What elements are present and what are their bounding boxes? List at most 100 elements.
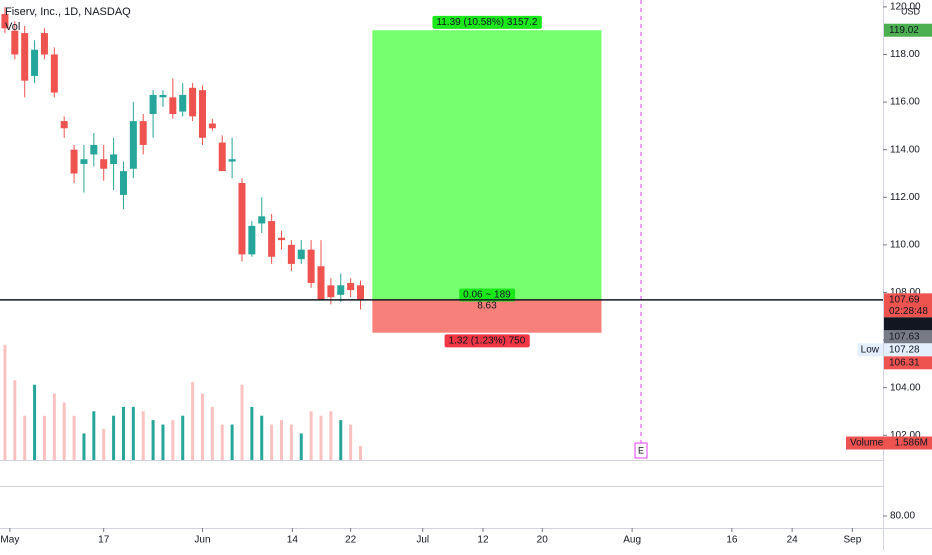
volume-bar xyxy=(23,415,27,460)
currency: USD xyxy=(901,6,921,16)
volume-bar xyxy=(121,406,125,460)
candle-body xyxy=(287,244,295,264)
candle-body xyxy=(357,285,365,300)
volume-bar xyxy=(131,406,135,460)
volume-bar xyxy=(319,415,323,460)
x-tick-label: Aug xyxy=(623,535,641,546)
price-tag: 106.31 xyxy=(889,357,920,368)
volume-bar xyxy=(52,393,56,460)
x-tick-label: Jun xyxy=(194,535,210,546)
candle-body xyxy=(268,221,276,257)
price-tag-box xyxy=(884,293,932,318)
x-tick-label: 22 xyxy=(345,535,357,546)
stop-label-box xyxy=(444,334,530,348)
volume-bar xyxy=(42,415,46,460)
price-tag-name-box xyxy=(857,343,883,357)
target-label-box xyxy=(432,15,542,29)
volume-bar xyxy=(13,380,17,460)
price-tag: 107.28 xyxy=(889,344,920,355)
candle-body xyxy=(327,285,335,298)
chart-title: Fiserv, Inc., 1D, NASDAQ xyxy=(5,6,131,18)
x-tick-label: Sep xyxy=(843,535,861,546)
candle-body xyxy=(179,94,187,112)
candle-body xyxy=(129,121,137,169)
candle-body xyxy=(347,282,355,291)
y-tick-label: 110.00 xyxy=(890,240,920,251)
volume-title: Vol xyxy=(5,21,20,33)
profit-zone xyxy=(372,30,602,300)
volume-bar xyxy=(309,411,313,460)
plot xyxy=(1,6,602,460)
y-tick-label: 112.00 xyxy=(890,192,920,203)
candle-body xyxy=(228,159,236,162)
y-tick-label: 80.00 xyxy=(890,511,915,522)
candle-body xyxy=(70,149,78,174)
y-tick-label: 114.00 xyxy=(890,144,920,155)
volume-bar xyxy=(141,411,145,460)
volume-bar xyxy=(240,384,244,460)
volume-bar xyxy=(200,393,204,460)
candle-body xyxy=(277,237,285,241)
y-tick-label: 102.00 xyxy=(890,430,921,441)
candle-body xyxy=(297,249,305,260)
volume-bar xyxy=(230,424,234,460)
candle-body xyxy=(110,154,118,164)
candle-body xyxy=(119,171,127,195)
volume-bar xyxy=(33,384,37,460)
candle-body xyxy=(307,249,315,283)
candle-body xyxy=(100,159,108,169)
volume-bar xyxy=(62,402,66,460)
price-tag-box xyxy=(884,343,932,357)
x-tick-label: 16 xyxy=(726,535,738,546)
volume-tag-box xyxy=(846,436,932,450)
candle-body xyxy=(189,87,197,117)
x-tick-label: 12 xyxy=(477,535,489,546)
candle-body xyxy=(31,49,39,76)
candle-body xyxy=(1,14,9,29)
x-tick-label: May xyxy=(0,535,19,546)
candle-body xyxy=(248,225,256,255)
volume-bar xyxy=(191,382,195,460)
candle-body xyxy=(337,285,345,295)
volume-bar xyxy=(279,420,283,460)
loss-zone xyxy=(372,299,602,333)
candle-body xyxy=(60,121,68,129)
y-tick-label: 118.00 xyxy=(890,49,920,60)
volume-bar xyxy=(112,415,116,460)
price-tag: 107.63 xyxy=(889,331,920,342)
volume-bar xyxy=(250,406,254,460)
price-tag-box xyxy=(884,330,932,344)
stop-label: 1.32 (1.23%) 750 xyxy=(449,335,526,346)
earnings-box xyxy=(634,442,648,459)
volume-tag: 1.586M xyxy=(895,438,928,449)
candle-body xyxy=(317,266,325,300)
volume-bar xyxy=(289,424,293,460)
volume-bar xyxy=(3,344,7,460)
volume-bar xyxy=(92,411,96,460)
volume-bar xyxy=(82,433,86,460)
volume-bar xyxy=(210,406,214,460)
price-tag-box xyxy=(884,23,932,37)
candle-body xyxy=(21,33,29,81)
candle-body xyxy=(40,33,48,55)
volume-bar xyxy=(102,429,106,460)
y-tick-label: 104.00 xyxy=(890,382,921,393)
y-tick-label: 108.00 xyxy=(890,287,921,298)
volume-bar xyxy=(359,445,363,460)
candle-body xyxy=(169,97,177,114)
volume-bar xyxy=(299,433,303,460)
target-label: 11.39 (10.58%) 3157.2 xyxy=(436,17,537,28)
entry-label: 0.06 ~ 189 xyxy=(463,289,511,300)
volume-bar xyxy=(181,415,185,460)
volume-bar xyxy=(349,424,353,460)
volume-tag-name: Volume xyxy=(850,438,884,449)
volume-bar xyxy=(151,420,155,460)
x-tick-label: 17 xyxy=(98,535,110,546)
volume-bar xyxy=(161,424,165,460)
candle-body xyxy=(149,94,157,114)
price-tag: 119.02 xyxy=(889,25,919,36)
candle-body xyxy=(208,123,216,129)
price-tag-sub: 02:28:48 xyxy=(889,306,928,317)
y-tick-label: 116.00 xyxy=(890,97,920,108)
